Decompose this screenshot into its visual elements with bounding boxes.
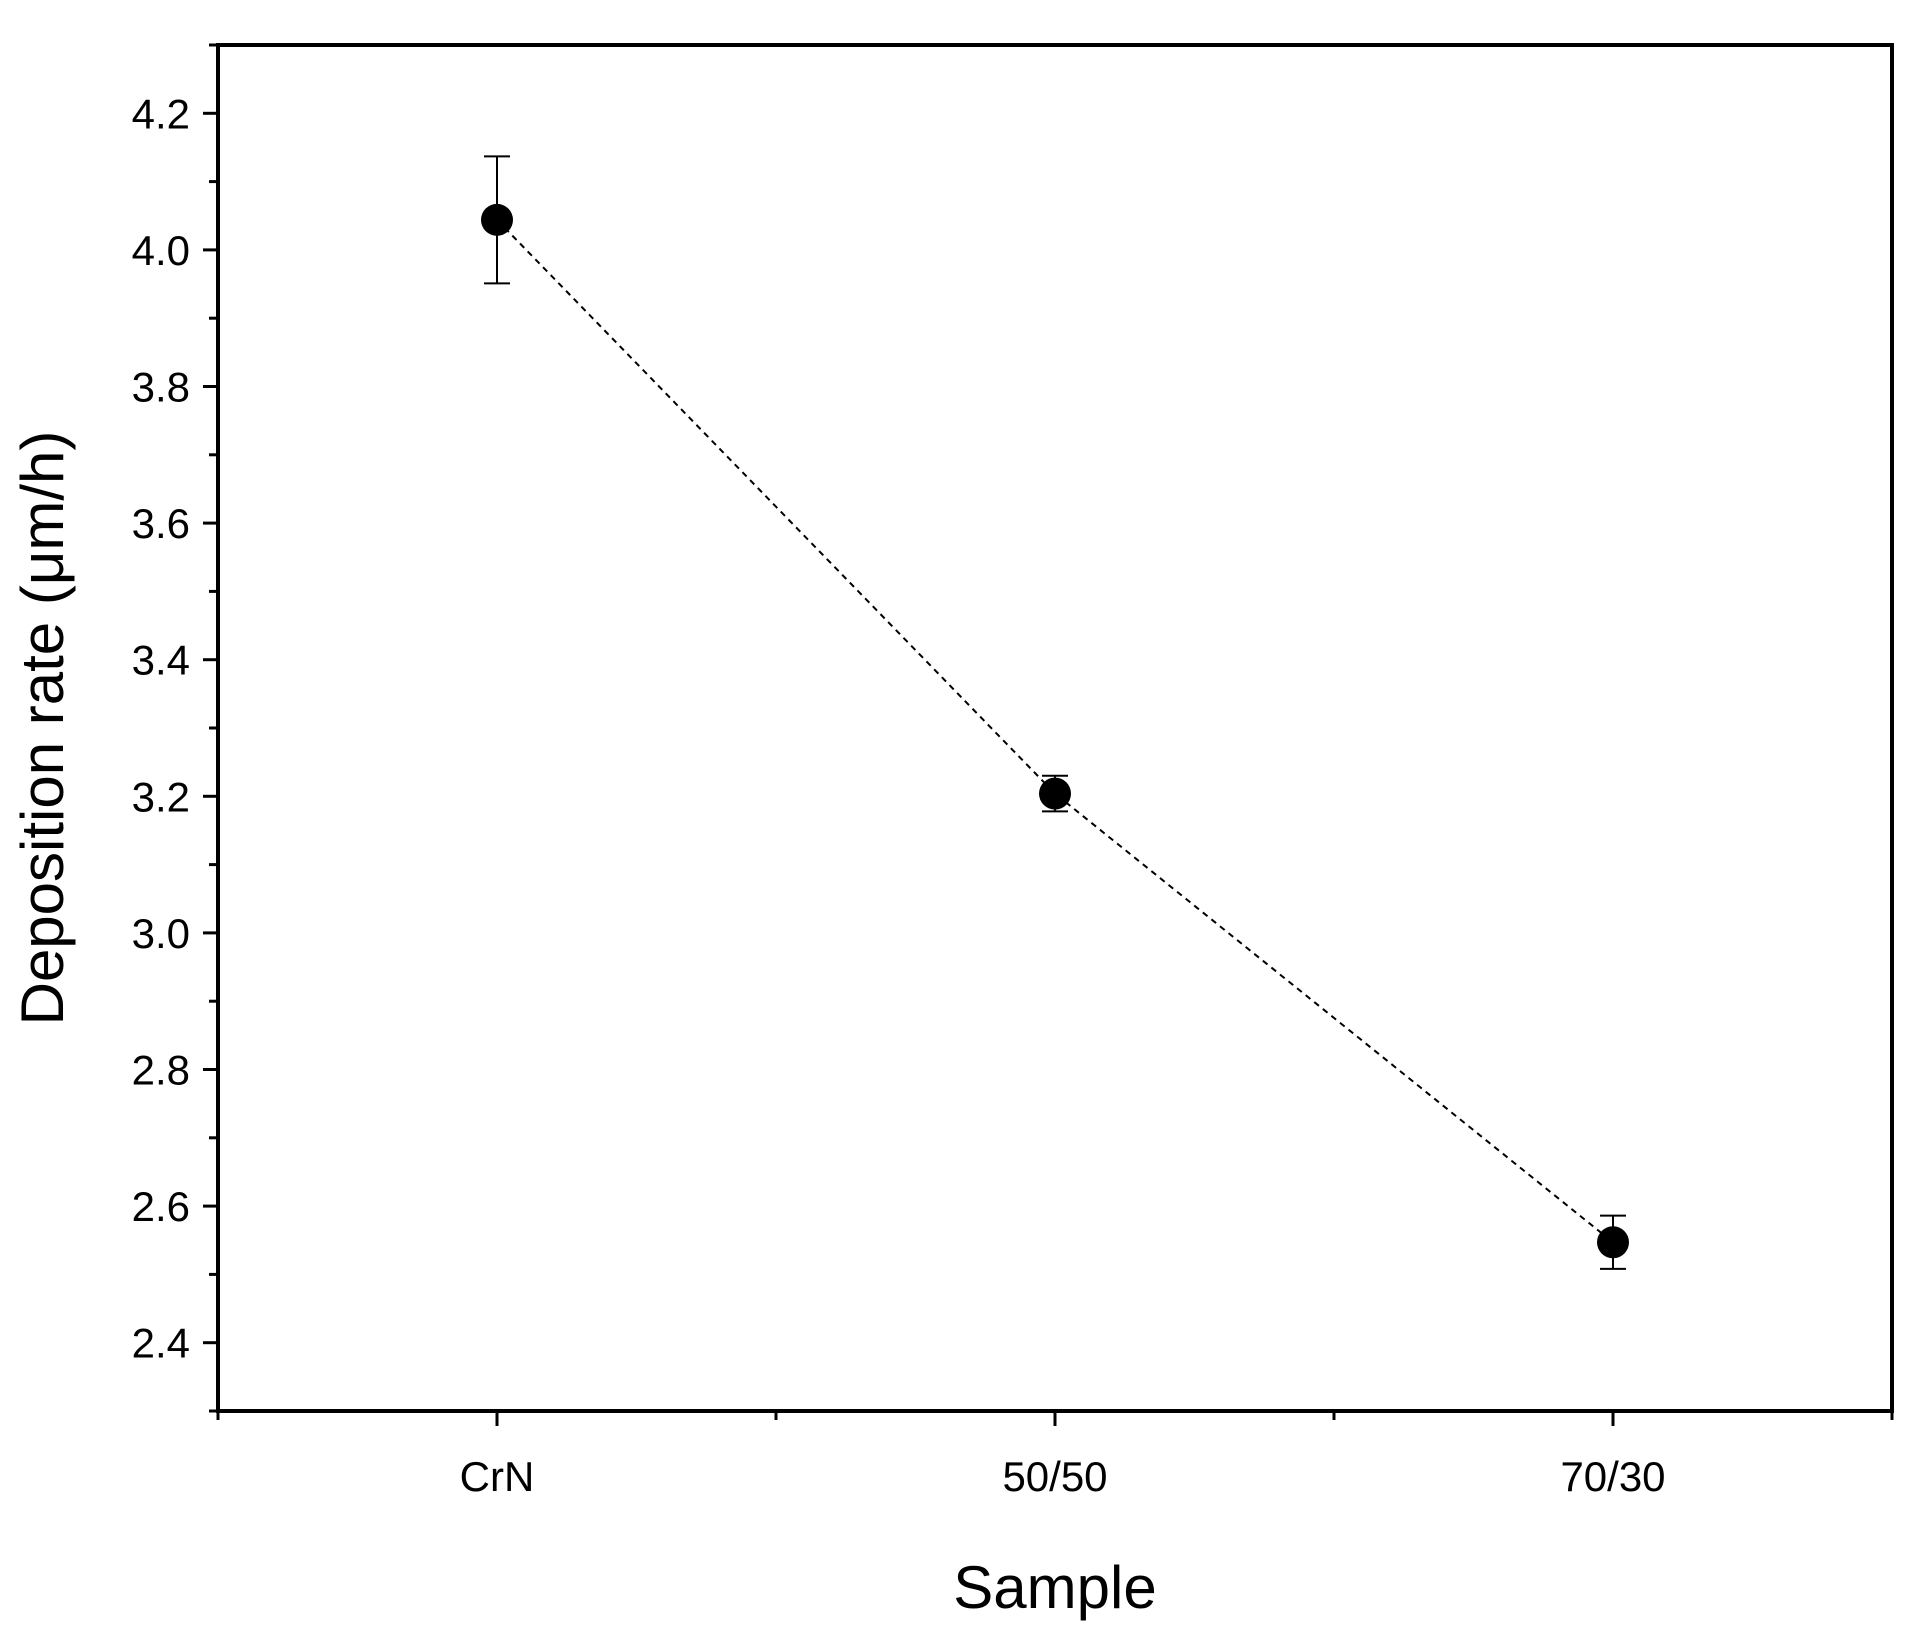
data-point xyxy=(481,203,513,236)
series-line xyxy=(496,219,1614,1244)
y-tick-label: 3.0 xyxy=(132,910,190,957)
data-series xyxy=(481,155,1629,1270)
x-tick-label: 50/50 xyxy=(1002,1453,1107,1500)
y-tick-label: 4.2 xyxy=(132,90,190,137)
y-tick-label: 4.0 xyxy=(132,227,190,274)
x-axis-title: Sample xyxy=(953,1554,1156,1621)
plot-frame xyxy=(216,43,1894,1413)
y-tick-label: 2.6 xyxy=(132,1183,190,1230)
y-tick-label: 2.4 xyxy=(132,1320,190,1367)
y-tick-label: 3.8 xyxy=(132,364,190,411)
y-tick-label: 3.2 xyxy=(132,773,190,820)
y-axis-title: Deposition rate (μm/h) xyxy=(9,431,76,1026)
y-tick-label: 2.8 xyxy=(132,1047,190,1094)
data-point xyxy=(1597,1226,1629,1259)
x-tick-label: CrN xyxy=(460,1453,535,1500)
data-point xyxy=(1039,777,1071,810)
axis-ticks xyxy=(203,43,1894,1426)
y-tick-label: 3.4 xyxy=(132,637,190,684)
y-tick-label: 3.6 xyxy=(132,500,190,547)
x-tick-label: 70/30 xyxy=(1560,1453,1665,1500)
tick-labels: 2.4 2.6 2.8 3.0 3.2 3.4 3.6 3.8 4.0 4.2 CrN 50/50 70… xyxy=(132,90,1666,1500)
